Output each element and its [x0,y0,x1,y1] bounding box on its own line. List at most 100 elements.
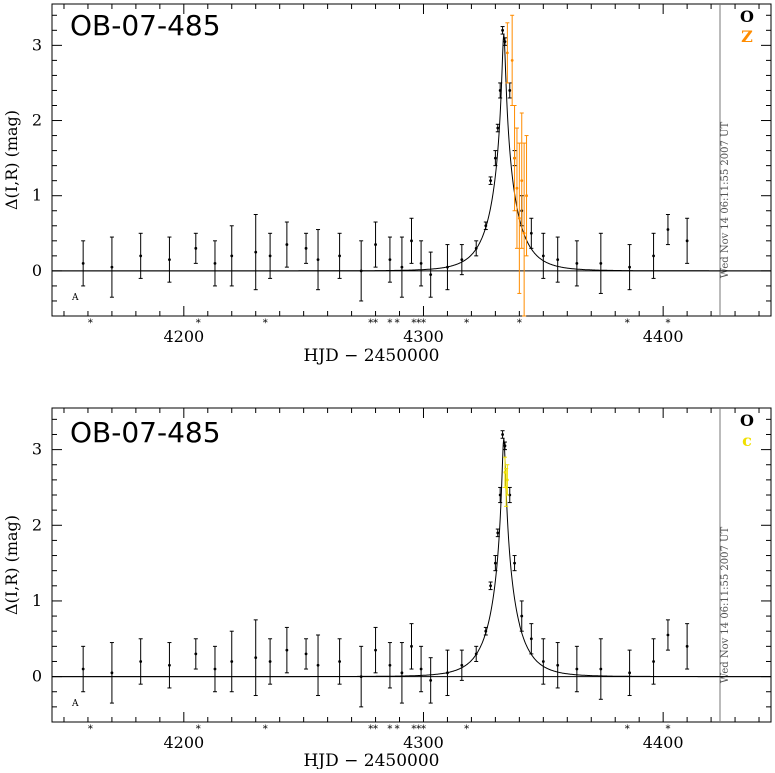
plot-frame [51,3,772,317]
x-tick-label: 4300 [403,733,444,752]
data-point [268,660,272,663]
data-point [213,667,217,671]
x-tick-label: 4200 [163,327,204,346]
data-point [505,51,509,55]
series-z [505,14,529,317]
corner-mark: A [71,699,79,709]
asterisk-marker: * [373,724,378,735]
asterisk-marker: * [263,318,268,329]
data-point [529,637,533,641]
data-point [316,663,320,667]
data-point [400,265,404,269]
data-point [652,660,655,663]
data-point [410,644,413,648]
y-tick-label: 0 [32,667,42,686]
asterisk-marker: * [665,318,670,329]
data-point [520,614,524,618]
data-point [374,648,377,652]
x-tick-label: 4400 [643,733,684,752]
data-point [484,629,488,633]
asterisk-marker: * [416,318,421,329]
data-point [503,40,507,43]
data-point [508,493,512,497]
legend-label-c: c [742,431,752,450]
data-point [110,671,114,675]
data-point [484,224,488,228]
x-tick-label: 4400 [643,327,684,346]
data-point [446,671,449,675]
asterisk-marker: * [411,724,416,735]
x-axis-label: HJD − 2450000 [303,346,439,366]
data-point [522,231,526,235]
legend-label-o: O [740,7,754,26]
asterisk-marker: * [464,724,469,735]
data-point [400,671,404,675]
data-point [168,663,171,667]
asterisk-marker: * [421,724,426,735]
data-point [501,28,504,32]
data-point [429,678,433,682]
legend-label-z: Z [741,27,753,46]
data-point [254,656,258,660]
data-point [599,667,603,671]
asterisk-marker: * [88,724,93,735]
data-point [446,265,449,269]
y-tick-label: 3 [32,440,42,459]
data-point [139,254,143,258]
data-point [419,667,423,671]
data-point [254,250,258,254]
data-point [666,633,670,637]
asterisk-marker: * [387,724,392,735]
data-point [213,261,217,265]
plot-frame [51,407,772,723]
y-tick-label: 3 [32,35,42,54]
panel-2: 4200 4300 4400 0 1 2 3 HJD − 2450000 Δ(I,R) (mag… [2,407,772,771]
data-point [419,261,423,265]
data-point [652,254,655,258]
data-point [359,675,363,679]
data-point [359,269,363,273]
data-point [505,478,509,482]
data-point [493,156,497,160]
data-point [685,644,689,648]
data-point [496,126,500,130]
data-point [496,531,500,535]
data-point [513,561,516,565]
asterisk-marker: * [395,318,400,329]
series-o [81,430,690,708]
legend-label-o: O [740,411,754,430]
data-point [285,648,289,652]
model-curve [52,33,771,272]
asterisk-marker: * [368,724,373,735]
data-point [168,258,171,262]
data-point [268,254,272,258]
data-point [510,58,514,62]
y-tick-label: 1 [32,591,42,610]
data-point [541,254,545,258]
data-point [556,663,560,667]
series-o [81,26,690,302]
timestamp-label: Wed Nov 14 06:11:55 2007 UT [720,122,731,279]
data-point [498,493,502,497]
asterisk-marker: * [196,724,201,735]
asterisk-marker: * [373,318,378,329]
data-point [508,89,512,92]
data-point [513,156,516,160]
data-point [489,179,492,183]
data-point [556,258,560,262]
y-tick-label: 2 [32,111,42,130]
corner-mark: A [71,293,79,303]
chart-title: OB-07-485 [70,9,221,42]
data-point [529,231,533,235]
asterisk-marker: * [517,318,522,329]
data-point [685,239,689,243]
y-tick-label: 2 [32,515,42,534]
asterisk-marker: * [395,724,400,735]
data-point [410,239,413,243]
data-point [575,261,579,265]
data-point [628,671,631,675]
data-point [541,660,545,663]
asterisk-marker: * [196,318,201,329]
